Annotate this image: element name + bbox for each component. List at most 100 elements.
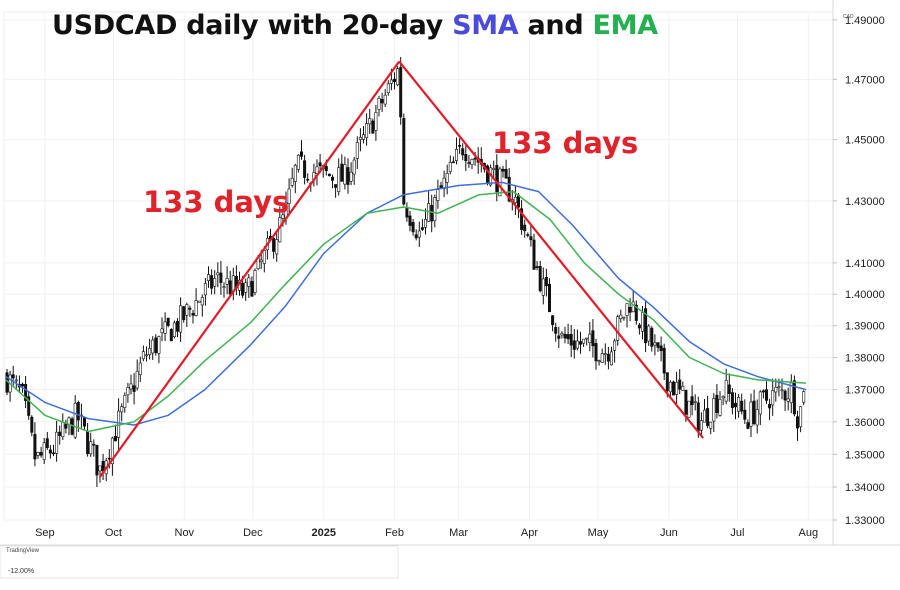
candle-body [346,167,350,185]
candle-body [625,303,629,316]
candle-body [433,197,437,221]
sma-line [5,181,807,426]
candle-body [83,416,87,427]
candle-body [114,435,118,442]
candle-body [600,353,604,363]
candle-body [777,386,781,389]
candle-body [792,380,796,415]
y-tick-label: 1.47000 [845,74,885,86]
candle-body [721,396,725,399]
y-tick-label: 1.39000 [845,321,885,333]
candle-body [296,154,300,170]
candle-body [73,402,77,438]
candle-body [644,308,648,344]
title-middle: and [518,10,593,41]
candle-body [185,304,189,316]
candle-body [634,304,638,321]
candle-body [768,404,772,409]
title-sma: SMA [452,10,519,41]
candle-body [563,334,567,339]
candle-body [98,465,102,472]
candle-body [182,306,186,321]
candle-body [191,313,195,316]
candle-body [172,322,176,337]
y-tick-label: 1.49000 [845,15,885,27]
candle-body [290,178,294,186]
candle-body [197,300,201,303]
candle-body [709,421,713,429]
candle-body [647,325,651,342]
candle-body [529,236,533,241]
x-tick-label: May [588,527,609,539]
candle-body [126,387,130,396]
candle-body [334,184,338,188]
candle-body [764,389,768,401]
candle-body [318,162,322,167]
y-tick-label: 1.36000 [845,417,885,429]
y-tick-label: 1.40000 [845,289,885,301]
candle-body [628,307,632,313]
candle-body [724,380,728,402]
candle-body [737,397,741,412]
candle-body [107,457,111,460]
candle-body [219,272,223,283]
candle-body [24,383,28,401]
candle-body [690,396,694,406]
candle-body [594,343,598,362]
candle-body [169,329,173,342]
y-tick-label: 1.38000 [845,353,885,365]
moving-averages [5,181,807,433]
candle-body [467,162,471,164]
candle-body [11,374,15,379]
candle-body [27,396,31,416]
candle-body [92,443,96,446]
candle-body [42,442,46,460]
candle-body [523,224,527,232]
candle-body [358,137,362,140]
title-prefix: USDCAD daily with 20-day [52,10,453,41]
candle-body [241,282,245,296]
candle-body [386,83,390,93]
candle-body [761,390,765,393]
candle-body [247,277,251,287]
candle-body [417,230,421,238]
annotation-left: 133 days [143,185,290,219]
candle-body [200,297,204,306]
candle-body [210,275,214,289]
candle-body [653,342,657,346]
candle-body [575,340,579,349]
candle-body [495,164,499,193]
x-tick-label: Dec [243,527,263,539]
candle-body [799,406,803,428]
candle-body [383,94,387,105]
candle-body [569,334,573,346]
candle-body [554,327,558,334]
candle-body [755,409,759,426]
candle-body [315,166,319,174]
candle-body [659,345,663,352]
candle-body [718,399,722,416]
candle-body [76,402,80,421]
trend-lines [98,60,704,478]
candle-body [582,338,586,344]
candle-body [662,347,666,374]
x-tick-label: Feb [385,527,404,539]
candle-body [355,142,359,159]
candle-body [399,67,403,118]
candle-body [61,422,65,438]
candle-body [436,189,440,201]
candle-body [609,351,613,366]
y-tick-label: 1.43000 [845,196,885,208]
candle-body [746,422,750,429]
candle-body [39,452,43,456]
candle-body [749,401,753,427]
candle-body [377,97,381,110]
ema-line [5,190,807,433]
candle-body [557,335,561,339]
candle-body [132,385,136,392]
candle-body [541,278,545,296]
candle-body [414,234,418,239]
candle-body [520,208,524,230]
candle-body [402,118,406,205]
candle-body [783,390,787,401]
